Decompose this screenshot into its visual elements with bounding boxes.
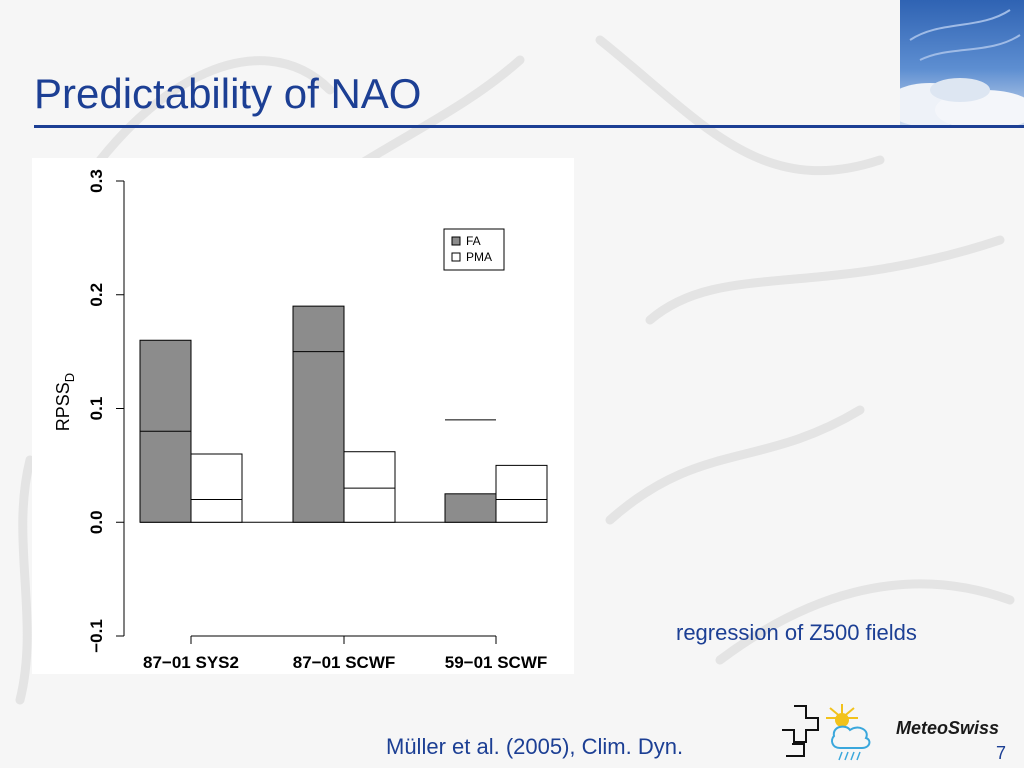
sky-image [900,0,1024,125]
slide-title: Predictability of NAO [34,70,422,117]
bar-pma [190,453,243,523]
y-axis-label-sub: D [62,373,77,382]
y-axis: −0.1 0.0 0.1 0.2 0.3 [87,169,125,653]
y-tick-label: 0.0 [87,510,106,534]
title-rule [34,125,1024,128]
bars [139,305,548,523]
x-axis: 87−01 SYS2 87−01 SCWF 59−01 SCWF [143,635,548,672]
legend-label: PMA [466,250,492,264]
legend-box [443,228,505,271]
legend-swatch [451,252,461,262]
legend: FA PMA [443,228,505,271]
bar-fa [292,305,345,523]
legend-swatch [451,236,461,246]
bar-chart: −0.1 0.0 0.1 0.2 0.3 87−01 SYS2 87−01 SCWF 59−… [53,169,548,672]
citation-text: Müller et al. (2005), Clim. Dyn. [386,734,684,759]
meteoswiss-logo-icon [782,704,871,761]
x-tick-label: 59−01 SCWF [445,653,548,672]
bar-pma [343,451,396,523]
y-axis-label: RPSSD [53,373,77,431]
page-number: 7 [995,743,1006,763]
brand-name: MeteoSwiss [896,718,1000,738]
annotation-text: regression of Z500 fields [676,620,917,645]
y-axis-label-main: RPSS [53,382,73,431]
legend-label: FA [466,234,481,248]
x-tick-label: 87−01 SYS2 [143,653,239,672]
x-tick-label: 87−01 SCWF [293,653,396,672]
y-tick-label: 0.1 [87,397,106,421]
bar-fa [444,493,497,523]
y-tick-label: 0.2 [87,283,106,307]
y-tick-label: −0.1 [87,619,106,653]
y-tick-label: 0.3 [87,169,106,193]
bar-pma [495,464,548,523]
chart-panel: −0.1 0.0 0.1 0.2 0.3 87−01 SYS2 87−01 SCWF 59−… [32,158,574,674]
